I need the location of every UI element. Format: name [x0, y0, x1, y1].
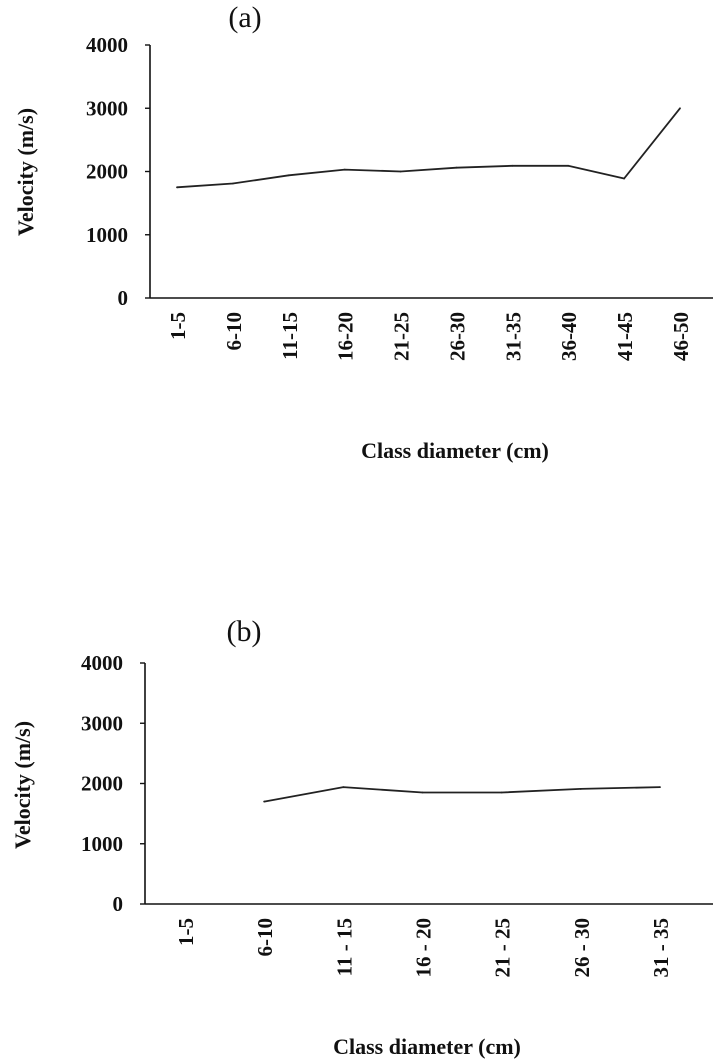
x-tick-label: 16-20 — [334, 312, 358, 361]
y-tick-label: 1000 — [81, 832, 123, 856]
x-tick-label: 26-30 — [445, 312, 469, 361]
x-tick-label: 1-5 — [174, 918, 198, 946]
data-point — [343, 168, 346, 171]
panel-label: (a) — [228, 1, 261, 34]
data-point — [421, 791, 424, 794]
data-point — [500, 791, 503, 794]
x-tick-label: 31-35 — [501, 312, 525, 361]
data-point — [579, 788, 582, 790]
data-point — [567, 164, 570, 167]
chart-b: (b) 0 1000 2000 3000 4000 1-5 6-10 11 - 15 16 - 2… — [10, 615, 713, 1059]
x-tick-label: 11-15 — [278, 312, 302, 360]
x-tick-label: 11 - 15 — [332, 918, 356, 976]
x-tick-label: 1-5 — [166, 312, 190, 340]
x-tick-label: 46-50 — [669, 312, 693, 361]
data-point — [399, 170, 402, 173]
y-tick-label: 2000 — [86, 160, 128, 184]
series-line-0 — [176, 107, 681, 189]
y-tick-label: 4000 — [81, 651, 123, 675]
x-tick-label: 6-10 — [253, 918, 277, 957]
y-tick-label: 2000 — [81, 772, 123, 796]
y-tick-label: 0 — [113, 892, 124, 916]
data-point — [231, 182, 234, 185]
data-point — [342, 786, 345, 789]
x-axis-title: Class diameter (cm) — [361, 438, 549, 463]
x-tick-label: 21 - 25 — [491, 918, 515, 978]
y-tick-label: 4000 — [86, 33, 128, 57]
y-tick-label: 0 — [118, 286, 129, 310]
y-tick-label: 3000 — [81, 711, 123, 735]
data-point — [511, 164, 514, 167]
data-point — [659, 786, 661, 789]
data-point — [679, 107, 681, 110]
x-tick-label: 41-45 — [613, 312, 637, 361]
x-tick-label: 31 - 35 — [649, 918, 673, 978]
panel-label: (b) — [227, 615, 262, 648]
data-point — [263, 800, 266, 803]
y-axis-title: Velocity (m/s) — [13, 108, 38, 236]
data-point — [287, 174, 290, 177]
y-tick-label: 1000 — [86, 223, 128, 247]
data-point — [623, 177, 626, 180]
x-axis-title: Class diameter (cm) — [333, 1034, 521, 1059]
x-tick-label: 6-10 — [222, 312, 246, 351]
series-line-0 — [264, 786, 661, 803]
x-tick-label: 16 - 20 — [412, 918, 436, 978]
chart-a: (a) 0 1000 2000 3000 4000 1-5 6-10 11-15 16-20 21-… — [13, 1, 713, 463]
y-axis-title: Velocity (m/s) — [10, 721, 35, 849]
x-tick-label: 21-25 — [390, 312, 414, 361]
x-tick-label: 26 - 30 — [570, 918, 594, 978]
x-tick-label: 36-40 — [557, 312, 581, 361]
data-point — [176, 186, 178, 189]
data-point — [455, 166, 458, 169]
y-tick-label: 3000 — [86, 96, 128, 120]
